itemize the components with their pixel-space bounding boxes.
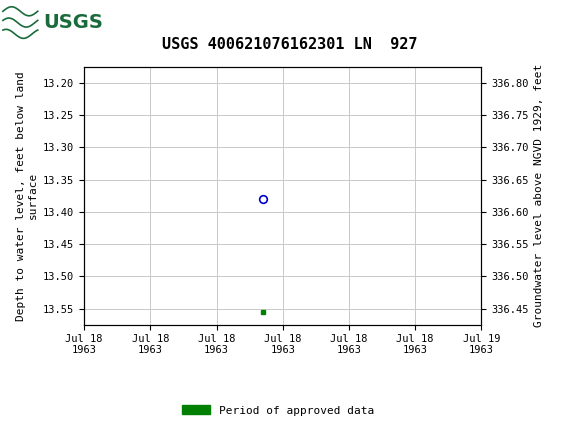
Text: USGS: USGS — [44, 13, 103, 32]
Text: USGS 400621076162301 LN  927: USGS 400621076162301 LN 927 — [162, 37, 418, 52]
Legend: Period of approved data: Period of approved data — [178, 401, 379, 420]
FancyBboxPatch shape — [3, 3, 70, 42]
Y-axis label: Groundwater level above NGVD 1929, feet: Groundwater level above NGVD 1929, feet — [534, 64, 544, 327]
Y-axis label: Depth to water level, feet below land
surface: Depth to water level, feet below land su… — [16, 71, 38, 320]
